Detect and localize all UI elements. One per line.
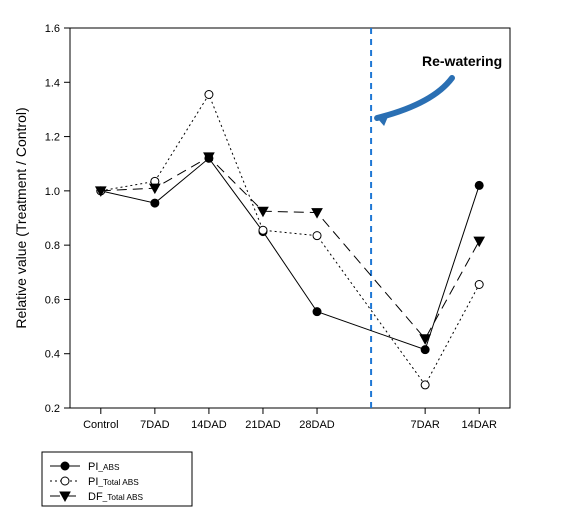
data-marker [421, 381, 429, 389]
y-tick-label: 1.6 [45, 23, 60, 35]
data-marker [259, 226, 267, 234]
x-tick-label: 21DAD [245, 419, 281, 431]
legend-label: PI_Total ABS [88, 476, 139, 488]
y-tick-label: 1.0 [45, 186, 60, 198]
legend-label: PI_ABS [88, 461, 120, 473]
data-marker [205, 91, 213, 99]
rewatering-label: Re-watering [422, 53, 502, 69]
y-axis-title: Relative value (Treatment / Control) [13, 107, 29, 328]
y-tick-label: 1.2 [45, 132, 60, 144]
data-marker [313, 308, 321, 316]
y-tick-label: 0.6 [45, 294, 60, 306]
y-tick-label: 1.4 [45, 77, 60, 89]
x-tick-label: Control [83, 419, 118, 431]
data-marker [61, 462, 69, 470]
x-tick-label: 7DAD [140, 419, 169, 431]
data-marker [313, 232, 321, 240]
y-tick-label: 0.4 [45, 349, 60, 361]
data-marker [475, 281, 483, 289]
x-tick-label: 7DAR [410, 419, 439, 431]
data-marker [61, 477, 69, 485]
chart-bg [0, 0, 564, 523]
legend-label: DF_Total ABS [88, 491, 144, 503]
data-marker [475, 181, 483, 189]
y-tick-label: 0.2 [45, 403, 60, 415]
x-tick-label: 14DAD [191, 419, 227, 431]
y-tick-label: 0.8 [45, 240, 60, 252]
data-marker [151, 199, 159, 207]
x-tick-label: 28DAD [299, 419, 335, 431]
x-tick-label: 14DAR [461, 419, 497, 431]
data-marker [421, 346, 429, 354]
